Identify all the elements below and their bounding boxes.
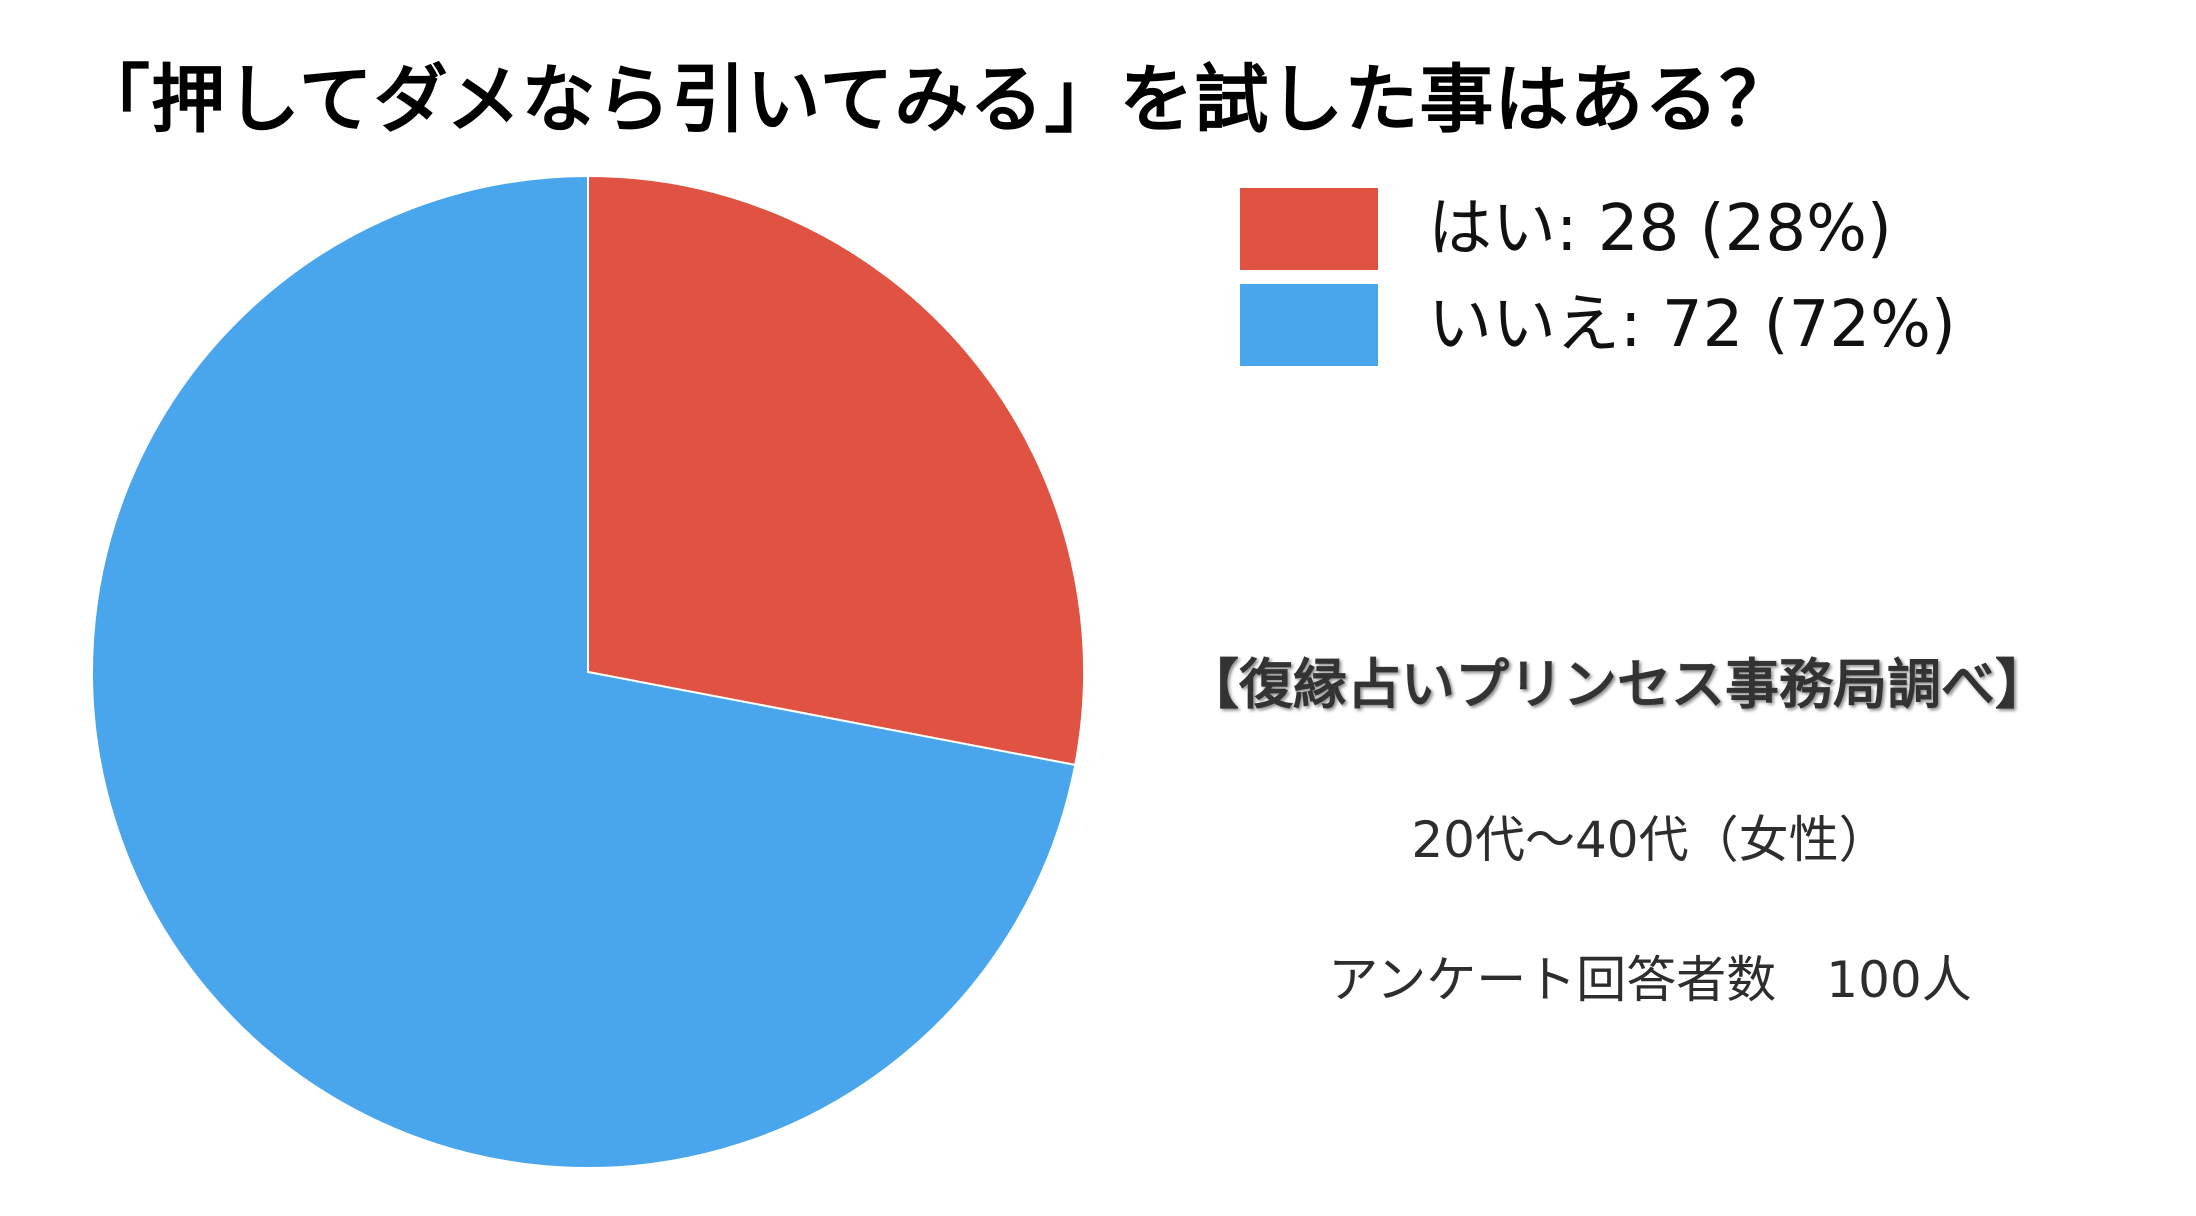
pie-chart [90, 174, 1085, 1169]
pie-slice-yes [587, 174, 1085, 767]
pie-slice-no [90, 174, 1077, 1169]
legend-item-yes: はい: 28 (28%) [1240, 188, 1956, 270]
legend-swatch-no [1240, 284, 1378, 366]
survey-age-group: 20代〜40代（女性） [1411, 811, 1889, 869]
legend-item-no: いいえ: 72 (72%) [1240, 284, 1956, 366]
legend-label-no: いいえ: 72 (72%) [1428, 288, 1956, 362]
chart-title: 「押してダメなら引いてみる」を試した事はある？ [76, 57, 1795, 143]
legend-swatch-yes [1240, 188, 1378, 270]
legend-label-yes: はい: 28 (28%) [1428, 192, 1892, 266]
legend: はい: 28 (28%) いいえ: 72 (72%) [1240, 188, 1956, 380]
survey-source: 【復縁占いプリンセス事務局調べ】 [1185, 653, 2049, 716]
survey-respondents: アンケート回答者数 100人 [1328, 951, 1972, 1009]
